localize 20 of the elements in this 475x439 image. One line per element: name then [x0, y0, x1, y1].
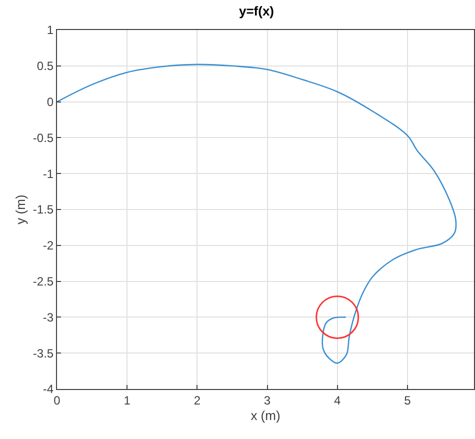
- x-axis-title: x (m): [250, 408, 280, 423]
- y-tick-label: -1.5: [32, 202, 54, 217]
- y-tick-label: -0.5: [32, 130, 54, 145]
- x-tick-label: 4: [334, 393, 341, 408]
- y-tick-label: -2.5: [32, 274, 54, 288]
- y-axis-title: y (m): [12, 194, 28, 224]
- y-tick-label: -3.5: [32, 346, 54, 360]
- x-tick-label: 1: [124, 393, 131, 408]
- line-series: [57, 64, 457, 364]
- y-tick-label: 0: [46, 95, 54, 109]
- y-tick-label: -4: [42, 382, 54, 396]
- chart-title: y=f(x): [238, 4, 274, 19]
- x-tick-label: 3: [264, 393, 271, 408]
- y-tick-label: -2: [42, 238, 54, 253]
- y-tick-label: -1: [42, 166, 54, 181]
- y-tick-label: 0.5: [36, 59, 54, 74]
- x-tick-label: 5: [404, 393, 412, 408]
- y-tick-label: 1: [46, 23, 54, 38]
- x-tick-label: 2: [194, 393, 201, 408]
- y-tick-label: -3: [42, 310, 54, 324]
